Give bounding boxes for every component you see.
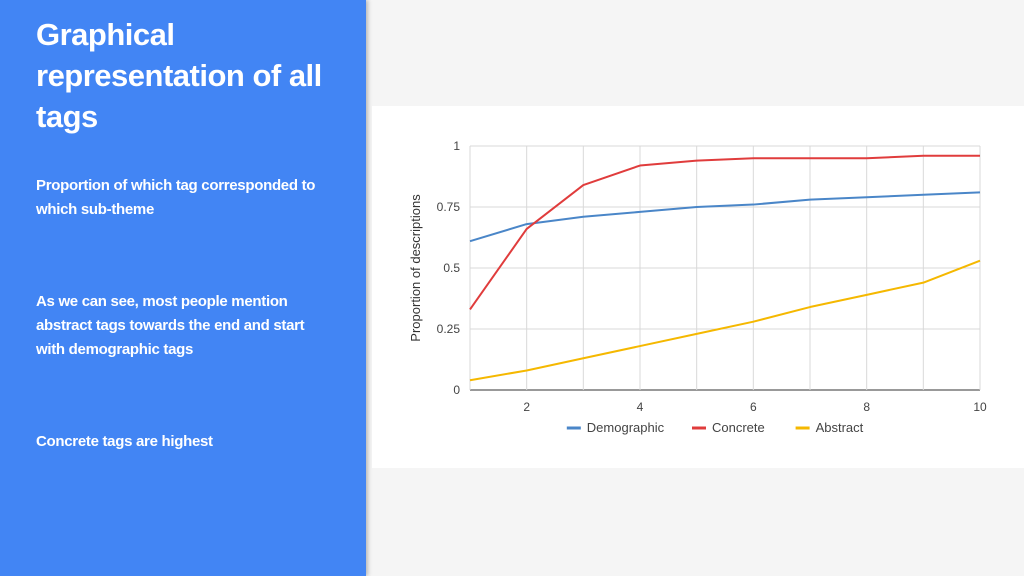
bullet-text-2: As we can see, most people mention abstr… (36, 293, 305, 358)
x-tick-label: 4 (637, 400, 644, 414)
legend-label-demographic: Demographic (587, 420, 665, 435)
x-tick-label: 2 (523, 400, 530, 414)
chart-legend: Demographic Concrete Abstract (566, 420, 864, 435)
line-chart: 0 0.25 0.5 0.75 1 2 4 6 8 10 Proportion of descr… (408, 139, 987, 435)
x-tick-label: 6 (750, 400, 757, 414)
series-line-abstract (469, 259, 981, 382)
y-tick-label: 1 (453, 139, 460, 153)
slide-title: Graphical representation of all tags (36, 17, 322, 134)
y-tick-label: 0.25 (437, 322, 461, 336)
legend-label-abstract: Abstract (816, 420, 864, 435)
series-line-demographic (469, 191, 981, 243)
x-tick-label: 10 (973, 400, 987, 414)
y-tick-label: 0.75 (437, 200, 461, 214)
chart-grid (469, 145, 981, 391)
y-tick-label: 0.5 (443, 261, 460, 275)
y-tick-labels: 0 0.25 0.5 0.75 1 (437, 139, 461, 397)
bullet-text-3: Concrete tags are highest (36, 433, 213, 450)
series-line-concrete (469, 154, 980, 311)
x-tick-label: 8 (863, 400, 870, 414)
bullet-text-1: Proportion of which tag corresponded to … (36, 177, 316, 218)
y-tick-label: 0 (453, 383, 460, 397)
sidebar-panel: Graphical representation of all tags Pro… (0, 0, 366, 576)
legend-label-concrete: Concrete (712, 420, 765, 435)
y-axis-label: Proportion of descriptions (408, 194, 423, 342)
x-tick-labels: 2 4 6 8 10 (523, 400, 987, 414)
series-lines (469, 154, 981, 382)
chart-panel: 0 0.25 0.5 0.75 1 2 4 6 8 10 Proportion of descr… (372, 106, 1024, 468)
